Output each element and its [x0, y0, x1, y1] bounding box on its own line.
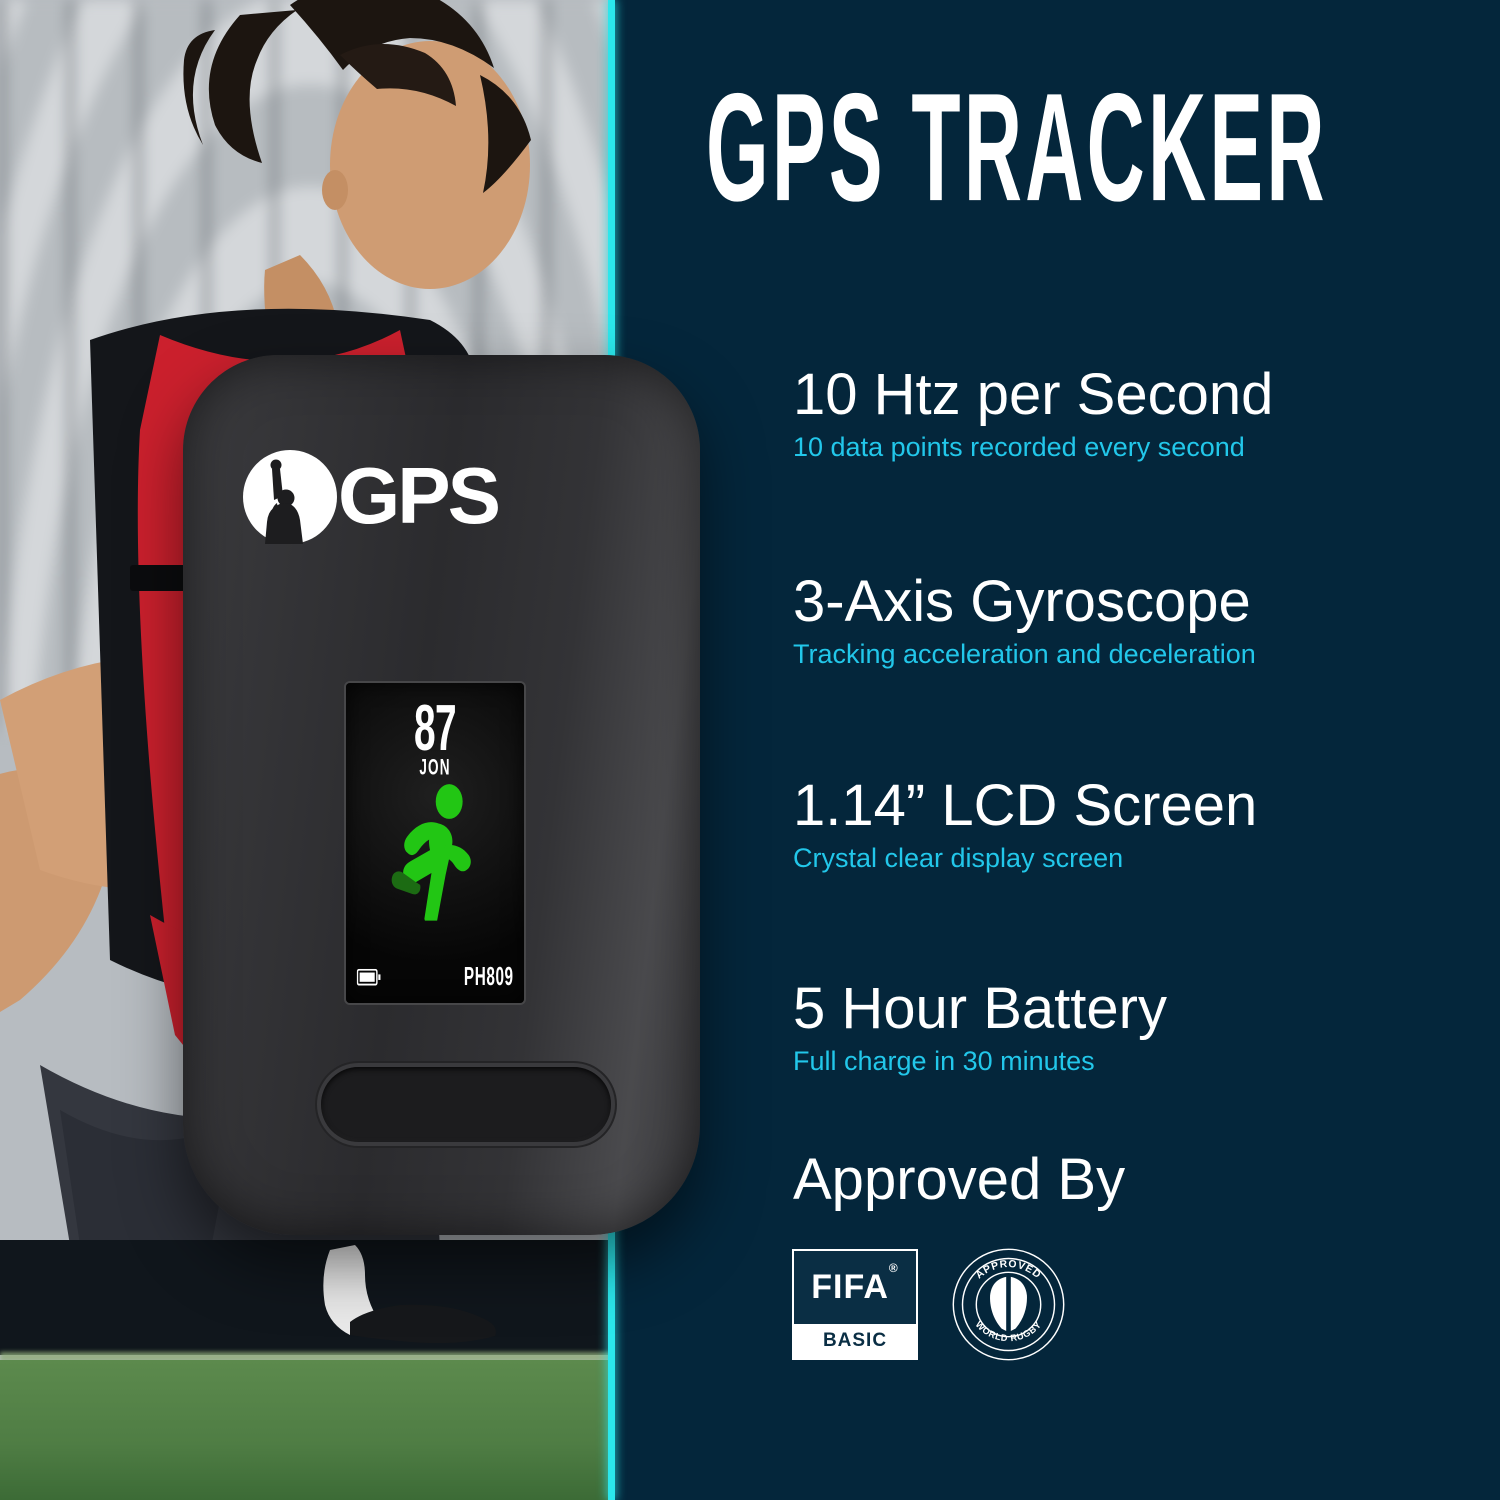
- svg-text:GPS: GPS: [338, 451, 499, 540]
- svg-text:APPROVED: APPROVED: [974, 1259, 1043, 1281]
- svg-text:WORLD RUGBY: WORLD RUGBY: [974, 1319, 1044, 1343]
